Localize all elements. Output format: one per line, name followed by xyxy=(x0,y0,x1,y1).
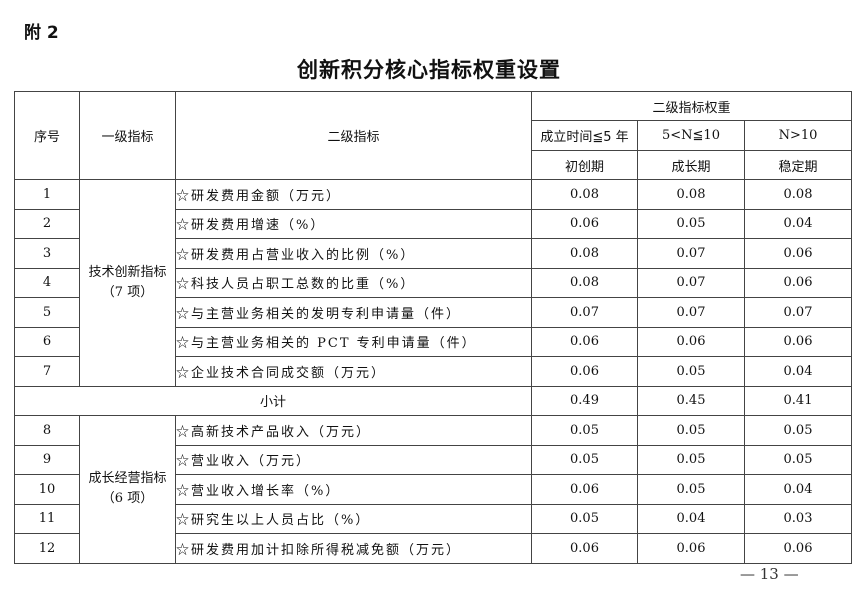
subtotal-weight: 0.49 xyxy=(531,385,638,416)
annex-label: 附 2 xyxy=(24,23,59,43)
level1-indicator: 技术创新指标 （7 项） xyxy=(79,179,176,387)
level1-count: （6 项） xyxy=(101,491,154,507)
level2-indicator: ☆与主营业务相关的发明专利申请量（件） xyxy=(175,297,532,328)
weight-cell: 0.08 xyxy=(531,179,638,210)
weight-cell: 0.05 xyxy=(531,415,638,446)
weight-cell: 0.06 xyxy=(637,533,745,564)
level2-indicator: ☆研发费用增速（%） xyxy=(175,208,532,239)
weight-cell: 0.07 xyxy=(531,297,638,328)
weight-cell: 0.06 xyxy=(531,474,638,505)
header-stage-name: 稳定期 xyxy=(743,150,853,180)
row-seq: 10 xyxy=(14,474,80,505)
weight-cell: 0.06 xyxy=(531,533,638,564)
subtotal-weight: 0.45 xyxy=(637,385,745,416)
row-seq: 9 xyxy=(14,444,80,475)
weight-cell: 0.04 xyxy=(743,356,853,387)
level2-indicator: ☆营业收入增长率（%） xyxy=(175,474,532,505)
level1-indicator: 成长经营指标 （6 项） xyxy=(79,415,176,564)
row-seq: 4 xyxy=(14,267,80,298)
weight-cell: 0.06 xyxy=(743,533,853,564)
weight-cell: 0.03 xyxy=(743,503,853,534)
weight-cell: 0.06 xyxy=(637,326,745,357)
table-row: 2 ☆研发费用增速（%） 0.06 0.05 0.04 xyxy=(14,208,853,239)
subtotal-weight: 0.41 xyxy=(743,385,853,416)
weight-cell: 0.07 xyxy=(743,297,853,328)
weight-cell: 0.04 xyxy=(637,503,745,534)
table-row: 12 ☆研发费用加计扣除所得税减免额（万元） 0.06 0.06 0.06 xyxy=(14,533,853,564)
weight-cell: 0.07 xyxy=(637,238,745,269)
header-stage-range: N>10 xyxy=(743,120,853,151)
row-seq: 5 xyxy=(14,297,80,328)
header-stage-name: 初创期 xyxy=(531,150,638,180)
weight-cell: 0.06 xyxy=(743,326,853,357)
header-level1: 一级指标 xyxy=(79,91,176,180)
weight-cell: 0.08 xyxy=(531,238,638,269)
weight-cell: 0.05 xyxy=(637,356,745,387)
page-title: 创新积分核心指标权重设置 xyxy=(297,57,561,82)
header-stage-range: 成立时间≦5 年 xyxy=(531,120,638,151)
weight-cell: 0.05 xyxy=(531,503,638,534)
weight-cell: 0.06 xyxy=(531,356,638,387)
weight-cell: 0.08 xyxy=(637,179,745,210)
row-seq: 7 xyxy=(14,356,80,387)
weight-cell: 0.05 xyxy=(743,444,853,475)
level2-indicator: ☆研究生以上人员占比（%） xyxy=(175,503,532,534)
header-seq: 序号 xyxy=(14,91,80,180)
level1-name: 技术创新指标 xyxy=(88,264,167,280)
weight-cell: 0.06 xyxy=(531,208,638,239)
weight-cell: 0.06 xyxy=(743,238,853,269)
row-seq: 3 xyxy=(14,238,80,269)
weight-cell: 0.06 xyxy=(531,326,638,357)
table-row: 5 ☆与主营业务相关的发明专利申请量（件） 0.07 0.07 0.07 xyxy=(14,297,853,328)
table-row: 4 ☆科技人员占职工总数的比重（%） 0.08 0.07 0.06 xyxy=(14,267,853,298)
level2-indicator: ☆研发费用金额（万元） xyxy=(175,179,532,210)
level2-indicator: ☆企业技术合同成交额（万元） xyxy=(175,356,532,387)
weight-cell: 0.08 xyxy=(531,267,638,298)
header-stage-range: 5<N≦10 xyxy=(637,120,745,151)
level2-indicator: ☆科技人员占职工总数的比重（%） xyxy=(175,267,532,298)
weights-table: 序号 一级指标 二级指标 二级指标权重 成立时间≦5 年 5<N≦10 N>10… xyxy=(14,91,853,564)
weight-cell: 0.05 xyxy=(743,415,853,446)
table-row: 8 成长经营指标 （6 项） ☆高新技术产品收入（万元） 0.05 0.05 0.05 xyxy=(14,415,853,564)
weight-cell: 0.05 xyxy=(637,208,745,239)
weight-cell: 0.05 xyxy=(637,415,745,446)
level2-indicator: ☆与主营业务相关的 PCT 专利申请量（件） xyxy=(175,326,532,357)
row-seq: 8 xyxy=(14,415,80,446)
table-row: 1 技术创新指标 （7 项） ☆研发费用金额（万元） 0.08 0.08 0.08 xyxy=(14,179,853,387)
weight-cell: 0.08 xyxy=(743,179,853,210)
row-seq: 1 xyxy=(14,179,80,210)
row-seq: 6 xyxy=(14,326,80,357)
row-seq: 12 xyxy=(14,533,80,564)
header-level2: 二级指标 xyxy=(175,91,532,180)
row-seq: 11 xyxy=(14,503,80,534)
weight-cell: 0.05 xyxy=(531,444,638,475)
weight-cell: 0.04 xyxy=(743,208,853,239)
level1-count: （7 项） xyxy=(101,284,154,300)
table-row: 11 ☆研究生以上人员占比（%） 0.05 0.04 0.03 xyxy=(14,503,853,534)
row-seq: 2 xyxy=(14,208,80,239)
level2-indicator: ☆研发费用占营业收入的比例（%） xyxy=(175,238,532,269)
subtotal-row: 小计 0.49 0.45 0.41 xyxy=(14,385,853,416)
weight-cell: 0.05 xyxy=(637,444,745,475)
page-number: — 13 — xyxy=(740,565,799,583)
weight-cell: 0.04 xyxy=(743,474,853,505)
level1-name: 成长经营指标 xyxy=(88,471,167,487)
header-weights: 二级指标权重 xyxy=(530,91,853,121)
header-stage-name: 成长期 xyxy=(637,150,745,180)
level2-indicator: ☆高新技术产品收入（万元） xyxy=(175,415,532,446)
weight-cell: 0.07 xyxy=(637,297,745,328)
weight-cell: 0.05 xyxy=(637,474,745,505)
level2-indicator: ☆研发费用加计扣除所得税减免额（万元） xyxy=(175,533,532,564)
table-row: 6 ☆与主营业务相关的 PCT 专利申请量（件） 0.06 0.06 0.06 xyxy=(14,326,853,357)
weight-cell: 0.07 xyxy=(637,267,745,298)
weight-cell: 0.06 xyxy=(743,267,853,298)
level2-indicator: ☆营业收入（万元） xyxy=(175,444,532,475)
subtotal-label: 小计 xyxy=(14,385,532,416)
table-row: 7 ☆企业技术合同成交额（万元） 0.06 0.05 0.04 xyxy=(14,356,853,387)
table-row: 3 ☆研发费用占营业收入的比例（%） 0.08 0.07 0.06 xyxy=(14,238,853,269)
